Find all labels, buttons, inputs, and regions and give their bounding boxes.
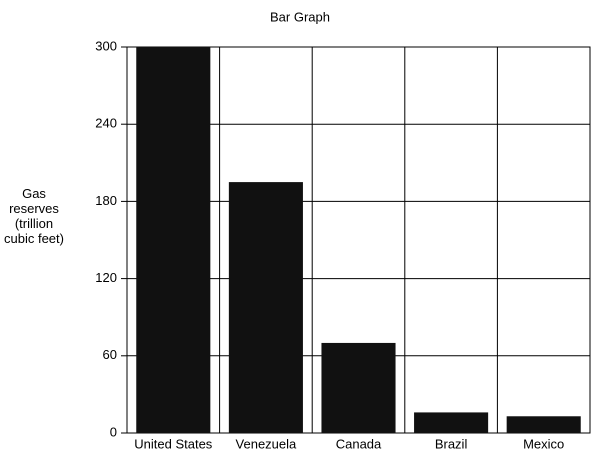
x-tick-label: Canada — [336, 436, 382, 451]
y-tick-label: 60 — [103, 347, 117, 362]
y-tick-label: 180 — [95, 193, 117, 208]
bar — [414, 412, 489, 433]
bar — [506, 416, 581, 433]
y-tick-label: 0 — [110, 424, 117, 439]
y-tick-label: 120 — [95, 270, 117, 285]
bar — [321, 342, 396, 433]
y-axis-label: Gas reserves (trillion cubic feet) — [4, 186, 64, 246]
x-tick-label: United States — [134, 436, 213, 451]
bar — [228, 182, 303, 433]
x-tick-label: Brazil — [435, 436, 468, 451]
x-tick-label: Venezuela — [236, 436, 297, 451]
y-tick-label: 300 — [95, 38, 117, 53]
y-tick-label: 240 — [95, 116, 117, 131]
chart-title: Bar Graph — [270, 9, 330, 24]
x-tick-label: Mexico — [523, 436, 564, 451]
bar — [136, 47, 211, 433]
